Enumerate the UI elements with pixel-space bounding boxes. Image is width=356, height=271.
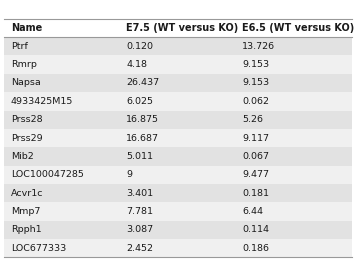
Bar [4,111,352,129]
Bar [4,74,352,92]
Text: Name: Name [11,23,42,33]
Text: 9: 9 [126,170,132,179]
Text: Rpph1: Rpph1 [11,225,41,234]
Text: Acvr1c: Acvr1c [11,189,43,198]
Text: 9.153: 9.153 [242,60,269,69]
Text: Rmrp: Rmrp [11,60,37,69]
Bar [4,55,352,74]
Bar [4,19,352,37]
Bar [4,147,352,166]
Text: 26.437: 26.437 [126,79,159,88]
Bar [4,37,352,55]
Bar [4,129,352,147]
Text: E7.5 (WT versus KO): E7.5 (WT versus KO) [126,23,239,33]
Text: 9.477: 9.477 [242,170,269,179]
Text: 13.726: 13.726 [242,42,275,51]
Bar [4,166,352,184]
Bar [4,92,352,111]
Bar [4,221,352,239]
Text: 4.18: 4.18 [126,60,147,69]
Text: Prss28: Prss28 [11,115,42,124]
Text: 9.117: 9.117 [242,134,269,143]
Text: 16.875: 16.875 [126,115,159,124]
Text: Prss29: Prss29 [11,134,42,143]
Bar [4,202,352,221]
Text: 2.452: 2.452 [126,244,153,253]
Text: 0.181: 0.181 [242,189,269,198]
Text: LOC100047285: LOC100047285 [11,170,84,179]
Text: 3.087: 3.087 [126,225,153,234]
Bar [4,239,352,257]
Text: 0.067: 0.067 [242,152,269,161]
Text: 0.186: 0.186 [242,244,269,253]
Text: 6.025: 6.025 [126,97,153,106]
Text: 5.26: 5.26 [242,115,263,124]
Text: 6.44: 6.44 [242,207,263,216]
Text: 0.120: 0.120 [126,42,153,51]
Text: 3.401: 3.401 [126,189,153,198]
Text: 16.687: 16.687 [126,134,159,143]
Text: LOC677333: LOC677333 [11,244,66,253]
Text: 4933425M15: 4933425M15 [11,97,73,106]
Text: 5.011: 5.011 [126,152,153,161]
Text: 0.062: 0.062 [242,97,269,106]
Text: 7.781: 7.781 [126,207,153,216]
Text: Ptrf: Ptrf [11,42,27,51]
Text: Napsa: Napsa [11,79,41,88]
Text: E6.5 (WT versus KO): E6.5 (WT versus KO) [242,23,354,33]
Text: Mib2: Mib2 [11,152,33,161]
Text: 9.153: 9.153 [242,79,269,88]
Text: 0.114: 0.114 [242,225,269,234]
Text: Mmp7: Mmp7 [11,207,40,216]
Bar [4,184,352,202]
